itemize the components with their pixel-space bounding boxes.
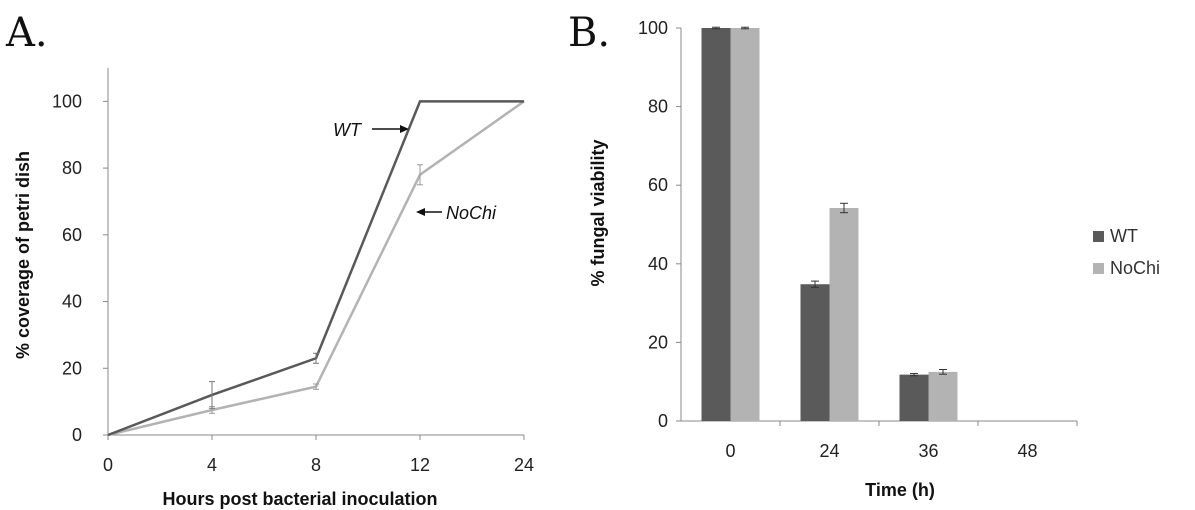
panel-b-y-axis-title: % fungal viability (588, 139, 608, 286)
panel-b-x-tick-label: 36 (918, 441, 938, 461)
bar-wt (800, 284, 830, 421)
panel-a-x-tick-label: 0 (103, 455, 113, 475)
panel-a-y-tick-label: 20 (62, 358, 82, 378)
panel-b-y-tick-label: 0 (658, 411, 668, 431)
legend-label-wt: WT (1110, 226, 1138, 246)
panel-a-x-tick-label: 24 (514, 455, 534, 475)
bar-nochi (928, 371, 958, 421)
legend-label-nochi: NoChi (1110, 258, 1160, 278)
legend-swatch-wt (1093, 231, 1104, 242)
panel-a-x-axis-title: Hours post bacterial inoculation (162, 489, 437, 509)
panel-a-y-tick-label: 80 (62, 158, 82, 178)
panel-a-y-tick-label: 40 (62, 292, 82, 312)
panel-b-x-tick-label: 48 (1017, 441, 1037, 461)
panel-b-y-tick-label: 60 (648, 175, 668, 195)
panel-b-x-tick-label: 0 (725, 441, 735, 461)
bar-wt (701, 28, 731, 421)
annotation-wt: WT (333, 120, 363, 140)
annotation-wt-arrowhead (400, 125, 409, 133)
bar-wt (899, 374, 929, 421)
legend-swatch-nochi (1093, 263, 1104, 274)
panel-a-y-axis-title: % coverage of petri dish (13, 151, 33, 359)
panel-a-x-tick-label: 8 (311, 455, 321, 475)
panel-a-x-tick-label: 12 (410, 455, 430, 475)
legend: WT NoChi (1093, 226, 1160, 278)
panel-a-x-tick-label: 4 (207, 455, 217, 475)
panel-a-label: A. (5, 10, 48, 56)
panel-b-bar-chart: B. 0 20 40 60 80 100 0 24 36 48 Time (h) % funga… (568, 10, 1160, 500)
bar-nochi (730, 28, 760, 421)
panel-a-line-chart: A. 0 20 40 60 80 100 0 4 8 12 24 Hours post bacte… (5, 10, 534, 509)
panel-a-y-tick-label: 100 (52, 91, 82, 111)
panel-b-y-tick-label: 20 (648, 332, 668, 352)
annotation-nochi: NoChi (446, 203, 497, 223)
panel-a-y-tick-label: 60 (62, 225, 82, 245)
panel-b-y-tick-label: 80 (648, 97, 668, 117)
bar-nochi (829, 207, 859, 421)
panel-b-x-axis-title: Time (h) (865, 480, 935, 500)
panel-b-label: B. (568, 10, 610, 56)
panel-b-y-tick-label: 40 (648, 254, 668, 274)
panel-a-y-tick-label: 0 (72, 425, 82, 445)
annotation-nochi-arrowhead (416, 208, 425, 216)
panel-b-y-tick-label: 100 (638, 18, 668, 38)
panel-b-x-tick-label: 24 (819, 441, 839, 461)
